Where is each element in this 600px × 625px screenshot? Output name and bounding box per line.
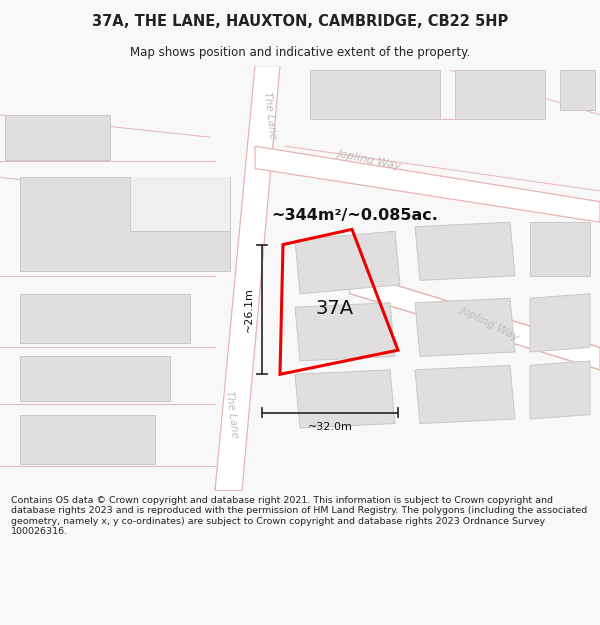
Polygon shape bbox=[345, 269, 600, 370]
Polygon shape bbox=[295, 302, 395, 361]
Polygon shape bbox=[530, 222, 590, 276]
Polygon shape bbox=[130, 177, 230, 231]
Polygon shape bbox=[415, 366, 515, 424]
Polygon shape bbox=[20, 356, 170, 401]
Text: Jopling Way: Jopling Way bbox=[459, 304, 521, 343]
Polygon shape bbox=[255, 146, 600, 222]
Polygon shape bbox=[20, 414, 155, 464]
Polygon shape bbox=[530, 294, 590, 352]
Text: 37A, THE LANE, HAUXTON, CAMBRIDGE, CB22 5HP: 37A, THE LANE, HAUXTON, CAMBRIDGE, CB22 … bbox=[92, 14, 508, 29]
Polygon shape bbox=[20, 294, 190, 343]
Polygon shape bbox=[560, 70, 595, 111]
Polygon shape bbox=[455, 70, 545, 119]
Polygon shape bbox=[415, 298, 515, 356]
Polygon shape bbox=[530, 361, 590, 419]
Polygon shape bbox=[295, 370, 395, 428]
Polygon shape bbox=[415, 222, 515, 281]
Text: Jopling Way: Jopling Way bbox=[337, 148, 403, 171]
Text: ~32.0m: ~32.0m bbox=[308, 422, 352, 432]
Polygon shape bbox=[310, 70, 440, 119]
Text: Map shows position and indicative extent of the property.: Map shows position and indicative extent… bbox=[130, 46, 470, 59]
Text: 37A: 37A bbox=[316, 299, 354, 319]
Text: The Lane: The Lane bbox=[262, 91, 278, 139]
Polygon shape bbox=[5, 115, 110, 159]
Polygon shape bbox=[215, 66, 280, 491]
Polygon shape bbox=[295, 231, 400, 294]
Text: ~26.1m: ~26.1m bbox=[244, 287, 254, 332]
Text: Contains OS data © Crown copyright and database right 2021. This information is : Contains OS data © Crown copyright and d… bbox=[11, 496, 587, 536]
Text: The Lane: The Lane bbox=[224, 390, 240, 439]
Polygon shape bbox=[20, 177, 230, 271]
Text: ~344m²/~0.085ac.: ~344m²/~0.085ac. bbox=[272, 209, 439, 224]
